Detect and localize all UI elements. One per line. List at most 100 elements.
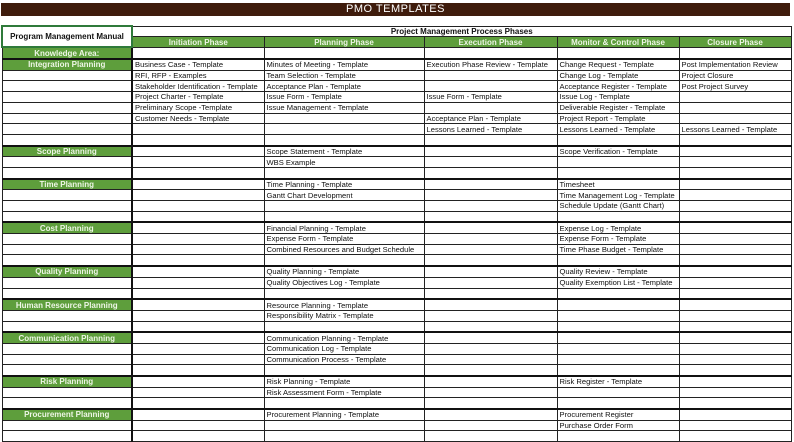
empty-cell[interactable] bbox=[423, 69, 558, 82]
empty-cell[interactable] bbox=[263, 419, 425, 432]
empty-cell[interactable] bbox=[678, 243, 792, 256]
empty-cell[interactable] bbox=[131, 353, 265, 366]
template-link[interactable]: Lessons Learned - Template bbox=[423, 123, 558, 135]
empty-cell[interactable] bbox=[556, 320, 680, 333]
template-link[interactable]: Scope Statement - Template bbox=[263, 144, 425, 158]
empty-cell[interactable] bbox=[131, 156, 265, 168]
empty-cell[interactable] bbox=[131, 364, 265, 377]
empty-cell[interactable] bbox=[1, 243, 133, 256]
empty-cell[interactable] bbox=[131, 144, 265, 158]
empty-cell[interactable] bbox=[131, 287, 265, 300]
empty-cell[interactable] bbox=[131, 177, 265, 191]
empty-cell[interactable] bbox=[678, 177, 792, 191]
empty-cell[interactable] bbox=[678, 133, 792, 147]
empty-cell[interactable] bbox=[423, 200, 558, 212]
empty-cell[interactable] bbox=[678, 189, 792, 201]
empty-cell[interactable] bbox=[263, 210, 425, 223]
template-link[interactable]: Post Implementation Review bbox=[678, 58, 792, 71]
empty-cell[interactable] bbox=[131, 200, 265, 212]
empty-cell[interactable] bbox=[423, 133, 558, 147]
empty-cell[interactable] bbox=[263, 46, 425, 60]
template-link[interactable]: RFI, RFP - Examples bbox=[131, 69, 265, 82]
template-link[interactable]: Issue Management - Template bbox=[263, 101, 425, 114]
template-link[interactable]: Issue Log - Template bbox=[556, 91, 680, 103]
empty-cell[interactable] bbox=[423, 298, 558, 311]
template-link[interactable]: Team Selection - Template bbox=[263, 69, 425, 82]
template-link[interactable]: Time Planning - Template bbox=[263, 177, 425, 191]
empty-cell[interactable] bbox=[556, 254, 680, 267]
template-link[interactable]: Time Phase Budget - Template bbox=[556, 243, 680, 256]
template-link[interactable]: Acceptance Plan - Template bbox=[263, 80, 425, 93]
empty-cell[interactable] bbox=[131, 342, 265, 355]
empty-cell[interactable] bbox=[678, 221, 792, 235]
empty-cell[interactable] bbox=[678, 419, 792, 432]
empty-cell[interactable] bbox=[678, 408, 792, 421]
template-link[interactable]: Post Project Survey bbox=[678, 80, 792, 93]
empty-cell[interactable] bbox=[1, 276, 133, 289]
template-link[interactable]: Risk Register - Template bbox=[556, 374, 680, 388]
empty-cell[interactable] bbox=[556, 430, 680, 442]
template-link[interactable]: Deliverable Register - Template bbox=[556, 101, 680, 114]
empty-cell[interactable] bbox=[1, 430, 133, 442]
empty-cell[interactable] bbox=[423, 309, 558, 322]
empty-cell[interactable] bbox=[1, 419, 133, 432]
empty-cell[interactable] bbox=[131, 397, 265, 410]
template-link[interactable]: Change Request - Template bbox=[556, 58, 680, 71]
empty-cell[interactable] bbox=[423, 320, 558, 333]
empty-cell[interactable] bbox=[678, 91, 792, 103]
empty-cell[interactable] bbox=[556, 133, 680, 147]
empty-cell[interactable] bbox=[423, 243, 558, 256]
empty-cell[interactable] bbox=[1, 309, 133, 322]
empty-cell[interactable] bbox=[423, 419, 558, 432]
empty-cell[interactable] bbox=[556, 397, 680, 410]
empty-cell[interactable] bbox=[423, 265, 558, 278]
empty-cell[interactable] bbox=[556, 298, 680, 311]
empty-cell[interactable] bbox=[263, 200, 425, 212]
empty-cell[interactable] bbox=[423, 156, 558, 168]
template-link[interactable]: Business Case - Template bbox=[131, 58, 265, 71]
empty-cell[interactable] bbox=[1, 233, 133, 245]
empty-cell[interactable] bbox=[131, 243, 265, 256]
empty-cell[interactable] bbox=[1, 133, 133, 147]
empty-cell[interactable] bbox=[423, 254, 558, 267]
empty-cell[interactable] bbox=[556, 331, 680, 344]
empty-cell[interactable] bbox=[1, 254, 133, 267]
empty-cell[interactable] bbox=[423, 101, 558, 114]
empty-cell[interactable] bbox=[423, 353, 558, 366]
template-link[interactable]: Quality Planning - Template bbox=[263, 265, 425, 278]
empty-cell[interactable] bbox=[131, 233, 265, 245]
empty-cell[interactable] bbox=[1, 156, 133, 168]
empty-cell[interactable] bbox=[678, 374, 792, 388]
empty-cell[interactable] bbox=[678, 46, 792, 60]
template-link[interactable]: Quality Exemption List - Template bbox=[556, 276, 680, 289]
empty-cell[interactable] bbox=[556, 364, 680, 377]
empty-cell[interactable] bbox=[1, 364, 133, 377]
empty-cell[interactable] bbox=[131, 221, 265, 235]
empty-cell[interactable] bbox=[678, 254, 792, 267]
empty-cell[interactable] bbox=[263, 320, 425, 333]
empty-cell[interactable] bbox=[131, 374, 265, 388]
empty-cell[interactable] bbox=[263, 254, 425, 267]
empty-cell[interactable] bbox=[678, 364, 792, 377]
empty-cell[interactable] bbox=[556, 342, 680, 355]
empty-cell[interactable] bbox=[1, 397, 133, 410]
template-link[interactable]: Quality Objectives Log - Template bbox=[263, 276, 425, 289]
empty-cell[interactable] bbox=[556, 287, 680, 300]
empty-cell[interactable] bbox=[131, 254, 265, 267]
empty-cell[interactable] bbox=[263, 430, 425, 442]
template-link[interactable]: Project Closure bbox=[678, 69, 792, 82]
template-link[interactable]: Time Management Log - Template bbox=[556, 189, 680, 201]
empty-cell[interactable] bbox=[131, 386, 265, 399]
template-link[interactable]: Procurement Planning - Template bbox=[263, 408, 425, 421]
empty-cell[interactable] bbox=[131, 331, 265, 344]
empty-cell[interactable] bbox=[1, 112, 133, 125]
empty-cell[interactable] bbox=[423, 189, 558, 201]
template-link[interactable]: Acceptance Register - Template bbox=[556, 80, 680, 93]
empty-cell[interactable] bbox=[678, 112, 792, 125]
empty-cell[interactable] bbox=[423, 166, 558, 180]
empty-cell[interactable] bbox=[131, 166, 265, 180]
empty-cell[interactable] bbox=[263, 123, 425, 135]
empty-cell[interactable] bbox=[1, 123, 133, 135]
empty-cell[interactable] bbox=[1, 200, 133, 212]
empty-cell[interactable] bbox=[423, 233, 558, 245]
